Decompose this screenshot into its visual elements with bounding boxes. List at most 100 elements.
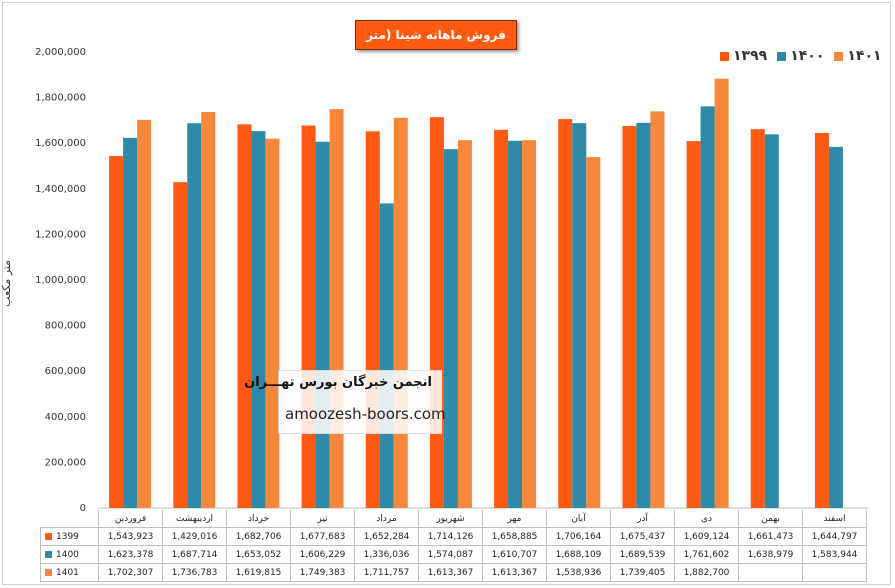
- data-label: 1,623,378: [98, 545, 163, 564]
- data-label: [802, 563, 867, 582]
- data-label: 1,736,783: [162, 563, 227, 582]
- category-label: بهمن: [738, 510, 803, 528]
- data-label: [738, 563, 803, 582]
- category-label: دی: [674, 510, 739, 528]
- y-tick-label: 1,600,000: [35, 138, 86, 149]
- data-label: 1,739,405: [610, 563, 675, 582]
- category-label: شهریور: [418, 510, 483, 528]
- data-label: 1,702,307: [98, 563, 163, 582]
- bar-1400-3: [251, 131, 266, 509]
- legend-label-1399: ۱۳۹۹: [733, 48, 768, 64]
- bar-1400-10: [700, 106, 715, 509]
- table-series-label: 1400: [56, 549, 79, 560]
- data-label: 1,609,124: [674, 527, 739, 546]
- table-series-label: 1401: [56, 567, 79, 578]
- bar-1399-10: [686, 141, 701, 508]
- table-legend-swatch: [45, 550, 52, 558]
- bar-1399-11: [750, 129, 765, 509]
- category-label: اسفند: [802, 510, 867, 528]
- data-label: 1,583,944: [802, 545, 867, 564]
- bar-1399-1: [109, 155, 124, 509]
- bar-1401-2: [201, 112, 216, 508]
- bar-1400-5: [379, 203, 394, 508]
- bar-1401-1: [137, 119, 152, 509]
- category-label: مهر: [482, 510, 547, 528]
- data-label: 1,749,383: [290, 563, 355, 582]
- bar-1401-3: [265, 138, 280, 508]
- bar-1399-8: [558, 118, 573, 509]
- data-label: 1,714,126: [418, 527, 483, 546]
- table-header-row: فروردین اردیبهشت خرداد تیر مرداد شهریور مهر آبا…: [41, 510, 867, 528]
- table-row-header: 1400: [40, 545, 99, 564]
- legend-swatch-1401: [834, 51, 844, 61]
- bar-1400-4: [315, 141, 330, 508]
- data-label: 1,610,707: [482, 545, 547, 564]
- data-label: 1,711,757: [354, 563, 419, 582]
- data-label: 1,661,473: [738, 527, 803, 546]
- legend-item-1400: ۱۴۰۰: [777, 48, 824, 64]
- watermark: انجمن خبرگان بورس تهـــران amoozesh-boor…: [244, 370, 446, 434]
- bar-1401-8: [586, 157, 601, 508]
- legend-item-1401: ۱۴۰۱: [834, 48, 882, 64]
- chart-legend: ۱۳۹۹ ۱۴۰۰ ۱۴۰۱: [720, 48, 882, 64]
- data-label: 1,574,087: [418, 545, 483, 564]
- bar-1400-7: [508, 140, 523, 509]
- table-row: 1400 1,623,378 1,687,714 1,653,052 1,606,229…: [40, 545, 867, 564]
- data-label: 1,606,229: [290, 545, 355, 564]
- bar-1400-6: [443, 149, 458, 509]
- y-tick-label: 600,000: [45, 366, 86, 377]
- category-label: آذر: [610, 510, 675, 528]
- legend-swatch-1399: [720, 51, 729, 61]
- table-corner: [41, 510, 99, 528]
- bar-1399-5: [365, 131, 380, 509]
- watermark-url: amoozesh-boors.com: [285, 405, 446, 423]
- y-tick-label: 1,200,000: [35, 229, 86, 240]
- table-legend-swatch: [45, 568, 52, 576]
- y-tick-label: 1,800,000: [35, 93, 86, 104]
- y-tick-label: 400,000: [45, 412, 86, 423]
- category-label: تیر: [290, 510, 355, 528]
- chart-title: فروش ماهانه شینا (متر مکعب): [355, 20, 517, 70]
- category-label: آبان: [546, 510, 611, 528]
- bar-1400-9: [636, 122, 651, 509]
- bar-1399-2: [173, 182, 188, 508]
- bar-1401-7: [522, 140, 537, 508]
- bar-1399-12: [814, 132, 829, 509]
- bar-1400-1: [123, 137, 138, 508]
- table-row: 1399 1,543,923 1,429,016 1,682,706 1,677,683…: [40, 527, 867, 546]
- data-table: فروردین اردیبهشت خرداد تیر مرداد شهریور مهر آبا…: [40, 510, 867, 582]
- data-label: 1,619,815: [226, 563, 291, 582]
- table-row-header: 1401: [40, 563, 99, 582]
- bar-1401-5: [393, 117, 408, 508]
- bar-1401-4: [329, 109, 344, 508]
- bar-1400-11: [764, 134, 779, 508]
- data-label: 1,652,284: [354, 527, 419, 546]
- data-label: 1,689,539: [610, 545, 675, 564]
- legend-label-1401: ۱۴۰۱: [847, 48, 882, 64]
- y-tick-label: 0: [80, 503, 86, 514]
- y-tick-label: 200,000: [45, 457, 86, 468]
- y-tick-label: 800,000: [45, 321, 86, 332]
- y-tick-label: 2,000,000: [35, 47, 86, 58]
- bar-1401-6: [457, 140, 472, 508]
- category-label: خرداد: [226, 510, 291, 528]
- data-label: 1,429,016: [162, 527, 227, 546]
- bar-1399-7: [494, 129, 509, 508]
- data-label: 1,761,602: [674, 545, 739, 564]
- table-series-label: 1399: [56, 531, 79, 542]
- category-label: اردیبهشت: [162, 510, 227, 528]
- bar-1399-6: [429, 117, 444, 509]
- table-row: 1401 1,702,307 1,736,783 1,619,815 1,749,383…: [40, 563, 867, 582]
- data-label: 1,882,700: [674, 563, 739, 582]
- data-label: 1,682,706: [226, 527, 291, 546]
- bar-1401-10: [714, 78, 729, 509]
- data-label: 1,677,683: [290, 527, 355, 546]
- data-label: 1,538,936: [546, 563, 611, 582]
- bar-1400-8: [572, 123, 587, 508]
- bar-1400-12: [828, 146, 843, 508]
- category-label: فروردین: [98, 510, 163, 528]
- data-label: 1,613,367: [482, 563, 547, 582]
- data-label: 1,675,437: [610, 527, 675, 546]
